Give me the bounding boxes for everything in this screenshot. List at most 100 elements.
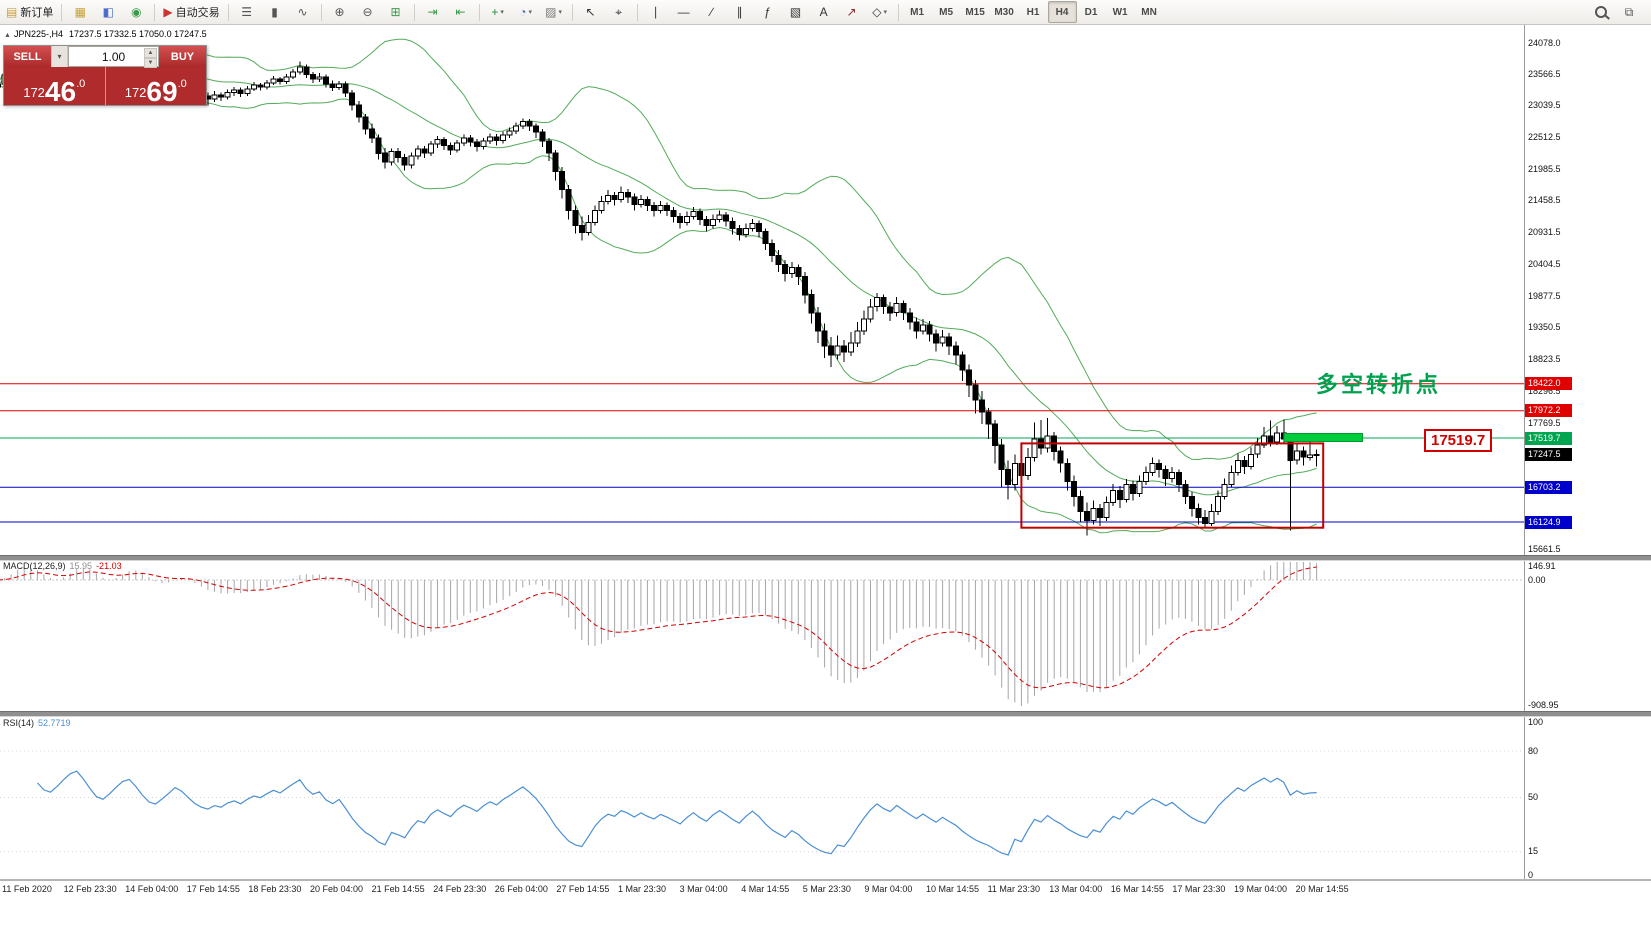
- tf-h1-button[interactable]: H1: [1019, 1, 1048, 23]
- market-watch-icon: ▦: [74, 5, 87, 19]
- zoom-out-button[interactable]: ⊖: [354, 1, 382, 23]
- shapes-icon: ▧: [789, 5, 802, 19]
- trendline-icon: ∕: [710, 5, 713, 19]
- tf-d1-button[interactable]: D1: [1077, 1, 1106, 23]
- search-button[interactable]: [1587, 1, 1615, 23]
- tf-mn-button[interactable]: MN: [1135, 1, 1164, 23]
- terminal-button[interactable]: ◉: [122, 1, 150, 23]
- tf-h4-button[interactable]: H4: [1047, 1, 1077, 23]
- add-indicator-button[interactable]: + ▾: [484, 1, 512, 23]
- period-icon: ◔: [519, 5, 527, 19]
- candles-layer: [0, 50, 1320, 536]
- range-rectangle-drawing[interactable]: [1020, 442, 1325, 529]
- window-list-icon: ⧉: [1624, 5, 1634, 19]
- bollinger-upper-line: [0, 38, 1317, 461]
- volume-dropdown-button[interactable]: ▾: [51, 46, 68, 67]
- line-chart-button[interactable]: ∿: [289, 1, 317, 23]
- toolbar-separator: [478, 3, 480, 21]
- arrows-button[interactable]: ↗: [838, 1, 866, 23]
- new-order-button-label: 新订单: [20, 7, 54, 19]
- one-click-trading-panel: SELL ▾ 1.00 ▲ ▼ BUY 172 46.0 172 69.0: [3, 45, 207, 106]
- channel-button[interactable]: ∥: [726, 1, 754, 23]
- annotation-text[interactable]: 多空转折点: [1316, 372, 1442, 397]
- window-list-button[interactable]: ⧉: [1615, 1, 1643, 23]
- toolbar-separator: [154, 3, 156, 21]
- tf-h4-button-label: H4: [1055, 6, 1069, 18]
- autotrading-button[interactable]: ▶ 自动交易: [159, 1, 223, 23]
- tf-d1-button-label: D1: [1084, 6, 1098, 18]
- vertical-line-icon: ∣: [652, 5, 659, 19]
- sell-price-big: 46: [44, 75, 77, 107]
- rsi-value: 52.7719: [38, 718, 71, 728]
- zoom-in-button[interactable]: ⊕: [326, 1, 354, 23]
- panel-separator[interactable]: [0, 711, 1651, 717]
- dropdown-caret-icon: ▾: [528, 9, 532, 16]
- rsi-indicator-label: RSI(14) 52.7719: [3, 718, 71, 728]
- tf-m15-button[interactable]: M15: [961, 1, 990, 23]
- tile-windows-button[interactable]: ⊞: [382, 1, 410, 23]
- volume-input[interactable]: 1.00 ▲ ▼: [68, 46, 159, 68]
- buy-price-button[interactable]: 172 69.0: [106, 67, 207, 105]
- tf-h1-button-label: H1: [1026, 6, 1040, 18]
- new-order-button[interactable]: ▤ 新订单: [2, 1, 57, 23]
- chart-title: ▲ JPN225-,H4 17237.5 17332.5 17050.0 17247…: [4, 29, 207, 39]
- crosshair-button[interactable]: ⌖: [605, 1, 633, 23]
- sell-price-frac: .0: [76, 78, 86, 90]
- template-button[interactable]: ▨ ▾: [540, 1, 568, 23]
- tf-m15-button-label: M15: [965, 6, 985, 18]
- tf-w1-button-label: W1: [1112, 6, 1128, 18]
- bar-chart-icon: ☰: [241, 5, 252, 19]
- channel-icon: ∥: [736, 5, 743, 19]
- tf-w1-button[interactable]: W1: [1106, 1, 1135, 23]
- one-click-price-row: 172 46.0 172 69.0: [4, 67, 206, 105]
- auto-scroll-button[interactable]: ⇥: [419, 1, 447, 23]
- rsi-line: [36, 770, 1317, 856]
- tf-mn-button-label: MN: [1141, 6, 1157, 18]
- macd-signal-line: [0, 566, 1317, 689]
- market-watch-button[interactable]: ▦: [66, 1, 94, 23]
- period-button[interactable]: ◔ ▾: [512, 1, 540, 23]
- volume-down-icon[interactable]: ▼: [144, 58, 157, 68]
- candlestick-chart-button[interactable]: ▮: [261, 1, 289, 23]
- tf-m30-button[interactable]: M30: [990, 1, 1019, 23]
- text-button[interactable]: A: [810, 1, 838, 23]
- toolbar-separator: [320, 3, 322, 21]
- support-zone-bar[interactable]: [1283, 433, 1364, 442]
- cursor-button[interactable]: ↖: [577, 1, 605, 23]
- fibonacci-icon: ƒ: [764, 5, 771, 19]
- tf-m1-button[interactable]: M1: [903, 1, 932, 23]
- more-drawings-button[interactable]: ◇ ▾: [866, 1, 894, 23]
- terminal-icon: ◉: [131, 5, 142, 19]
- sell-price-button[interactable]: 172 46.0: [4, 67, 106, 105]
- one-click-top-row: SELL ▾ 1.00 ▲ ▼ BUY: [4, 46, 206, 68]
- zoom-out-icon: ⊖: [362, 5, 373, 19]
- buy-button[interactable]: BUY: [159, 46, 206, 67]
- rsi-name: RSI(14): [3, 718, 35, 728]
- bollinger-middle-line: [0, 68, 1317, 496]
- fibonacci-button[interactable]: ƒ: [754, 1, 782, 23]
- text-icon: A: [819, 5, 828, 19]
- bar-chart-button[interactable]: ☰: [233, 1, 261, 23]
- navigator-button[interactable]: ◧: [94, 1, 122, 23]
- auto-scroll-icon: ⇥: [427, 5, 438, 19]
- volume-value: 1.00: [101, 49, 126, 64]
- macd-name: MACD(12,26,9): [3, 561, 66, 571]
- tf-m30-button-label: M30: [994, 6, 1014, 18]
- candlestick-chart-icon: ▮: [271, 5, 278, 19]
- chart-shift-button[interactable]: ⇤: [447, 1, 475, 23]
- toolbar-separator: [636, 3, 638, 21]
- toolbar-separator: [61, 3, 63, 21]
- price-callout[interactable]: 17519.7: [1424, 429, 1493, 452]
- trendline-button[interactable]: ∕: [698, 1, 726, 23]
- vertical-line-button[interactable]: ∣: [642, 1, 670, 23]
- toolbar-separator: [227, 3, 229, 21]
- autotrading-icon: ▶: [163, 5, 173, 19]
- sell-button[interactable]: SELL: [4, 46, 51, 67]
- chart-shift-icon: ⇤: [455, 5, 466, 19]
- dropdown-caret-icon: ▾: [883, 9, 887, 16]
- panel-separator[interactable]: [0, 555, 1651, 561]
- horizontal-line-button[interactable]: —: [670, 1, 698, 23]
- tf-m5-button[interactable]: M5: [932, 1, 961, 23]
- volume-up-icon[interactable]: ▲: [144, 48, 157, 58]
- shapes-button[interactable]: ▧: [782, 1, 810, 23]
